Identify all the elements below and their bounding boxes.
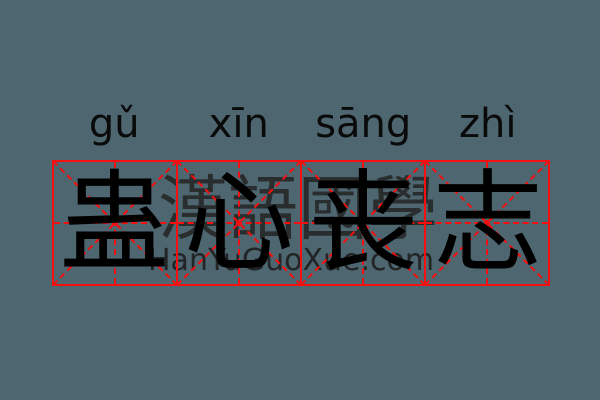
pinyin-row: gǔ xīn sāng zhì <box>52 98 550 150</box>
watermark-cjk-text: 漢語國學 <box>158 168 438 250</box>
horizontal-guide-line <box>178 222 300 224</box>
grid-cell-3 <box>302 162 426 284</box>
grid-cell-4 <box>426 162 548 284</box>
pinyin-syllable-2: xīn <box>208 101 269 147</box>
watermark-url-text: HanYuGuoXue.com <box>148 243 435 278</box>
pinyin-syllable-4: zhì <box>459 101 517 147</box>
grid-cell-1 <box>54 162 178 284</box>
horizontal-guide-line <box>302 222 424 224</box>
pinyin-syllable-1: gǔ <box>88 101 140 147</box>
horizontal-guide-line <box>426 222 548 224</box>
grid-cell-2 <box>178 162 302 284</box>
pinyin-syllable-3: sāng <box>315 101 412 147</box>
horizontal-guide-line <box>54 222 176 224</box>
character-practice-grid <box>52 160 550 286</box>
